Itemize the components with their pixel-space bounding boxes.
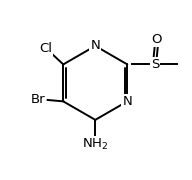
Text: S: S: [151, 58, 159, 71]
Text: O: O: [151, 33, 162, 46]
Text: N: N: [122, 95, 132, 108]
Text: Br: Br: [30, 93, 45, 106]
Text: Cl: Cl: [39, 42, 52, 55]
Text: NH$_2$: NH$_2$: [82, 136, 108, 152]
Text: N: N: [90, 39, 100, 52]
